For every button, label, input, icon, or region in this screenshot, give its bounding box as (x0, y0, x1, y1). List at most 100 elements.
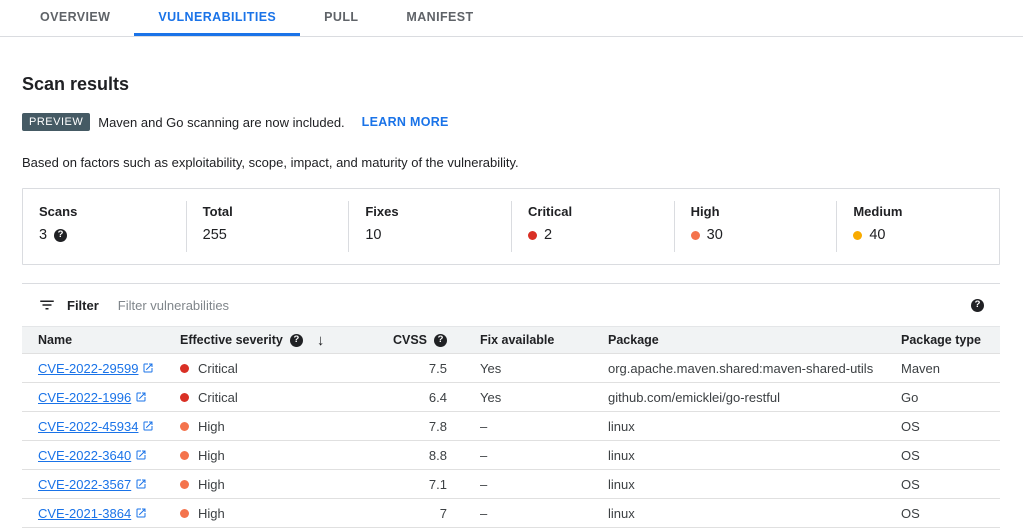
stat-value: 2 (544, 227, 553, 243)
cvss-help-icon[interactable]: ? (434, 333, 447, 347)
cve-link[interactable]: CVE-2021-3864 (38, 506, 147, 521)
stat-label: High (690, 204, 720, 219)
severity-dot (180, 421, 189, 431)
cve-link[interactable]: CVE-2022-1996 (38, 390, 147, 405)
stat-label: Fixes (365, 204, 399, 219)
table-body: CVE-2022-29599 Critical 7.5 Yes org.apac… (22, 354, 1000, 528)
severity-dot (180, 363, 189, 373)
column-header-severity[interactable]: Effective severity ? ↓ (180, 331, 325, 349)
tab-manifest[interactable]: MANIFEST (406, 9, 474, 24)
preview-badge: PREVIEW (22, 113, 91, 131)
stat-total: Total 255 (185, 201, 349, 252)
column-header-fix[interactable]: Fix available (480, 333, 555, 347)
fix-available-cell: – (480, 505, 488, 521)
table-header-row: Name Effective severity ? ↓ CVSS ? Fix a… (22, 326, 1000, 354)
stat-fixes: Fixes 10 (348, 201, 511, 252)
help-icon[interactable]: ? (54, 228, 68, 242)
filter-bar: Filter ? (22, 284, 1000, 326)
severity-help-icon[interactable]: ? (289, 333, 303, 347)
scan-stats-card: Scans 3 ? Total 255 Fixes 10 Critical 2 (22, 188, 1000, 265)
table-row: CVE-2022-1996 Critical 6.4 Yes github.co… (22, 383, 1000, 412)
open-in-new-icon (136, 392, 146, 402)
cve-name-cell: CVE-2022-29599 (38, 361, 180, 376)
stat-medium: Medium 40 (836, 201, 999, 252)
tab-overview[interactable]: OVERVIEW (40, 9, 111, 24)
cve-name-cell: CVE-2022-1996 (38, 390, 180, 405)
cve-name-cell: CVE-2022-45934 (38, 419, 180, 434)
severity-dot (180, 392, 189, 402)
open-in-new-icon (136, 508, 146, 518)
tab-vulnerabilities[interactable]: VULNERABILITIES (134, 0, 301, 36)
open-in-new-icon (143, 421, 153, 431)
stat-high: High 30 (673, 201, 837, 252)
main-content: Scan results PREVIEW Maven and Go scanni… (0, 74, 1023, 528)
column-header-cvss[interactable]: CVSS ? (393, 333, 447, 347)
stat-value: 40 (869, 227, 886, 243)
cvss-cell: 7.8 (428, 418, 447, 434)
table-row: CVE-2021-3864 High 7 – linux OS (22, 499, 1000, 528)
cvss-cell: 7.5 (428, 360, 447, 376)
column-header-name[interactable]: Name (38, 333, 73, 347)
open-in-new-icon (136, 479, 146, 489)
cvss-cell: 8.8 (428, 447, 447, 463)
open-in-new-icon (136, 450, 146, 460)
column-header-package-type[interactable]: Package type (901, 333, 981, 347)
page-title: Scan results (22, 74, 130, 94)
cve-link[interactable]: CVE-2022-45934 (38, 419, 154, 434)
table-row: CVE-2022-29599 Critical 7.5 Yes org.apac… (22, 354, 1000, 383)
package-cell: linux (608, 418, 635, 434)
medium-severity-dot (853, 230, 863, 240)
package-type-cell: OS (901, 505, 920, 521)
package-cell: linux (608, 447, 635, 463)
package-cell: github.com/emicklei/go-restful (608, 389, 780, 405)
package-type-cell: OS (901, 418, 920, 434)
stat-value: 3 (39, 227, 48, 243)
severity-cell: High (180, 419, 395, 434)
severity-cell: Critical (180, 361, 395, 376)
fix-available-cell: – (480, 418, 488, 434)
cve-name-cell: CVE-2022-3640 (38, 448, 180, 463)
filter-icon (38, 296, 56, 314)
stat-label: Scans (39, 204, 78, 219)
package-type-cell: Maven (901, 360, 941, 376)
package-cell: linux (608, 476, 635, 492)
stat-value: 10 (365, 227, 382, 243)
filter-label: Filter (67, 297, 99, 313)
cvss-cell: 6.4 (428, 389, 447, 405)
cvss-cell: 7.1 (428, 476, 447, 492)
cve-link[interactable]: CVE-2022-3567 (38, 477, 147, 492)
stat-label: Total (202, 204, 233, 219)
severity-dot (180, 508, 189, 518)
high-severity-dot (690, 230, 700, 240)
package-cell: linux (608, 505, 635, 521)
fix-available-cell: Yes (480, 389, 502, 405)
learn-more-link[interactable]: LEARN MORE (361, 115, 449, 129)
sort-descending-icon[interactable]: ↓ (316, 331, 325, 349)
package-type-cell: OS (901, 476, 920, 492)
stat-label: Critical (528, 204, 573, 219)
stat-scans: Scans 3 ? (23, 201, 186, 252)
severity-cell: High (180, 506, 395, 521)
package-cell: org.apache.maven.shared:maven-shared-uti… (608, 360, 874, 376)
critical-severity-dot (528, 230, 537, 240)
tab-pull[interactable]: PULL (324, 9, 359, 24)
column-header-package[interactable]: Package (608, 333, 659, 347)
cve-link[interactable]: CVE-2022-3640 (38, 448, 147, 463)
severity-dot (180, 450, 189, 460)
open-in-new-icon (143, 363, 153, 373)
stat-value: 255 (202, 227, 227, 243)
tab-bar: OVERVIEW VULNERABILITIES PULL MANIFEST (0, 0, 1023, 37)
cve-link[interactable]: CVE-2022-29599 (38, 361, 154, 376)
scan-description: Based on factors such as exploitability,… (22, 155, 519, 170)
fix-available-cell: – (480, 476, 488, 492)
table-row: CVE-2022-3640 High 8.8 – linux OS (22, 441, 1000, 470)
table-help-icon[interactable]: ? (971, 298, 984, 312)
severity-cell: Critical (180, 390, 395, 405)
preview-message: Maven and Go scanning are now included. (98, 114, 345, 130)
severity-cell: High (180, 448, 395, 463)
filter-input[interactable] (117, 297, 971, 313)
cve-name-cell: CVE-2021-3864 (38, 506, 180, 521)
preview-banner: PREVIEW Maven and Go scanning are now in… (22, 113, 1000, 131)
stat-label: Medium (853, 204, 903, 219)
fix-available-cell: – (480, 447, 488, 463)
